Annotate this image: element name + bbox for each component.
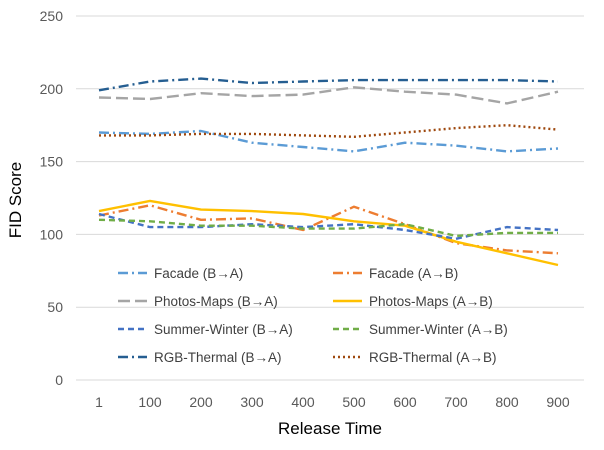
x-tick-label: 500: [342, 394, 366, 410]
legend-label: Facade (A→B): [369, 266, 458, 281]
series-line: [98, 204, 559, 255]
legend-label: Summer-Winter (B→A): [154, 322, 293, 337]
x-tick-label: 800: [495, 394, 519, 410]
x-tick-label: 400: [291, 394, 315, 410]
y-axis-ticks: 0 50 100 150 200 250: [40, 8, 64, 388]
y-axis-title: FID Score: [6, 162, 25, 239]
legend-label: Photos-Maps (A→B): [369, 294, 493, 309]
x-tick-label: 200: [189, 394, 213, 410]
y-tick-label: 200: [40, 81, 64, 97]
y-tick-label: 50: [47, 299, 63, 315]
x-tick-label: 100: [138, 394, 162, 410]
y-tick-label: 100: [40, 226, 64, 242]
legend-label: Summer-Winter (A→B): [369, 322, 508, 337]
series-line: [98, 218, 558, 238]
x-tick-label: 1: [95, 394, 103, 410]
series-line: [99, 123, 559, 139]
x-tick-label: 300: [240, 394, 264, 410]
x-tick-label: 700: [444, 394, 468, 410]
series-line: [98, 212, 559, 241]
series-line: [98, 129, 559, 153]
legend: Facade (B→A) Facade (A→B) Photos-Maps (B→A…: [118, 266, 508, 365]
x-axis-ticks: 1 100 200 300 400 500 600 700 800 900: [95, 394, 570, 410]
y-tick-label: 0: [55, 372, 63, 388]
series-line: [98, 86, 559, 105]
grid: [76, 15, 584, 381]
series-lines: [98, 77, 559, 267]
x-tick-label: 900: [546, 394, 570, 410]
legend-label: RGB-Thermal (B→A): [154, 350, 282, 365]
x-axis-title: Release Time: [278, 419, 382, 438]
legend-label: RGB-Thermal (A→B): [369, 350, 497, 365]
x-tick-label: 600: [393, 394, 417, 410]
y-tick-label: 250: [40, 8, 64, 24]
y-tick-label: 150: [40, 154, 64, 170]
legend-label: Photos-Maps (B→A): [154, 294, 278, 309]
series-line: [98, 199, 559, 267]
series-line: [98, 77, 559, 92]
legend-label: Facade (B→A): [154, 266, 243, 281]
